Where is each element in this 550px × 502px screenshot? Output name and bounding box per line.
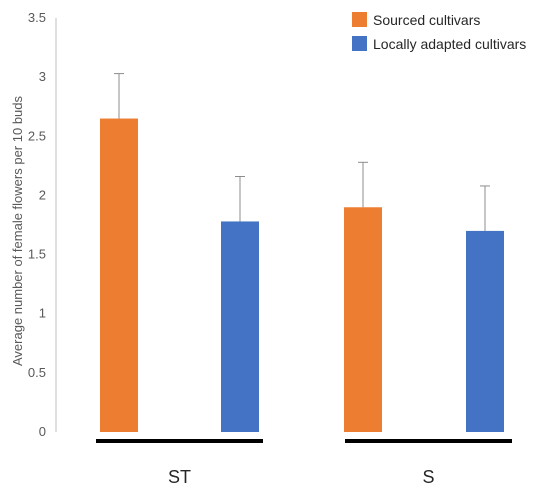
error-bars-layer (114, 73, 490, 231)
y-tick-label: 0 (39, 424, 46, 439)
group-label-st: ST (168, 467, 191, 487)
y-tick-label: 2 (39, 187, 46, 202)
bars-layer (100, 118, 504, 433)
legend-swatch (352, 12, 367, 27)
legend-label: Locally adapted cultivars (373, 36, 526, 52)
bar-sourced-s (344, 207, 382, 432)
y-tick-label: 1 (39, 306, 46, 321)
legend: Sourced cultivars Locally adapted cultiva… (352, 12, 526, 52)
y-tick-label: 3 (39, 69, 46, 84)
y-tick-label: 3.5 (28, 10, 46, 25)
group-lines-and-labels: ST S (96, 439, 512, 487)
bar-sourced-st (100, 118, 138, 433)
bar-locally-adapted-s (466, 230, 504, 432)
y-tick-label: 0.5 (28, 365, 46, 380)
y-tick-labels: 0 0.5 1 1.5 2 2.5 3 3.5 (28, 10, 46, 439)
y-axis-label: Average number of female flowers per 10 … (10, 95, 25, 366)
legend-label: Sourced cultivars (373, 12, 480, 28)
bar-locally-adapted-st (221, 221, 259, 432)
group-label-s: S (422, 467, 434, 487)
y-tick-label: 1.5 (28, 247, 46, 262)
legend-swatch (352, 36, 367, 51)
y-tick-label: 2.5 (28, 128, 46, 143)
